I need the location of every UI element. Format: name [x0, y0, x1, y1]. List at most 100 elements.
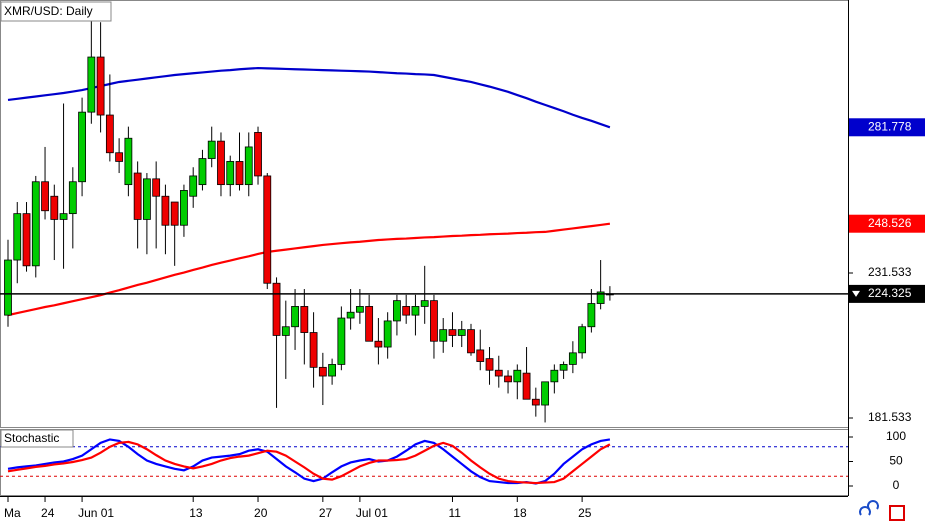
link-icon[interactable]: [859, 500, 879, 516]
chart-title: XMR/USD: Daily: [4, 4, 93, 18]
candle-body: [217, 140, 225, 186]
candle-body: [522, 372, 531, 400]
candle-body: [309, 332, 318, 368]
candle-body: [87, 56, 96, 113]
line-series: [7, 438, 611, 485]
candle-body: [68, 181, 77, 215]
candle-body: [198, 158, 207, 186]
candle-body: [420, 300, 429, 307]
candle-body: [393, 300, 401, 322]
stoch-title: Stochastic: [4, 431, 59, 445]
candle-body: [50, 195, 59, 220]
candle-body: [504, 375, 512, 383]
candle-body: [383, 320, 392, 348]
candle-body: [59, 213, 68, 220]
candle-body: [207, 140, 216, 159]
x-tick-label: 20: [254, 506, 268, 520]
x-tick-label: Jul 01: [356, 506, 388, 520]
candle-body: [291, 306, 299, 328]
candle-body: [439, 329, 448, 342]
last-price-box: [849, 284, 925, 303]
candle-body: [244, 146, 253, 186]
candle-body: [142, 178, 151, 220]
candle-body: [31, 181, 40, 267]
price-box: [849, 118, 925, 137]
y-tick-label: 100: [886, 429, 906, 443]
candle-body: [13, 213, 22, 261]
candle-body: [180, 190, 188, 226]
last-price-label: 224.325: [868, 286, 912, 300]
candle-body: [568, 352, 577, 365]
candle-body: [365, 306, 374, 342]
y-tick-label: 50: [889, 454, 903, 468]
candle-body: [513, 369, 522, 383]
candle-body: [494, 369, 503, 377]
candle-body: [374, 340, 383, 348]
candle-body: [170, 201, 179, 226]
candle-body: [105, 114, 114, 154]
x-tick-label: 27: [319, 506, 333, 520]
candle-body: [226, 161, 235, 186]
candle-body: [254, 132, 262, 177]
candle-body: [281, 326, 290, 336]
candle-body: [448, 329, 457, 336]
line-series: [7, 440, 611, 485]
candle-body: [346, 311, 355, 319]
x-tick-label: 11: [448, 506, 461, 520]
candle-body: [541, 381, 549, 406]
candle-body: [152, 178, 161, 197]
toolbar-icons[interactable]: [859, 500, 905, 521]
x-tick-label: 25: [578, 506, 592, 520]
candle-body: [402, 306, 411, 316]
candle-body: [272, 282, 281, 336]
stoch-title-box: [0, 429, 74, 448]
candle-body: [161, 195, 170, 226]
y-tick-label: 181.533: [868, 410, 912, 424]
candle-body: [485, 358, 494, 371]
candle-body: [355, 306, 364, 313]
candle-body: [411, 306, 420, 316]
candle-body: [578, 326, 587, 354]
candle-body: [328, 364, 337, 377]
candle-body: [467, 329, 475, 354]
last-price-marker: [852, 290, 860, 297]
x-tick-label: Jun 01: [78, 506, 114, 520]
line-series: [7, 66, 611, 129]
candle-body: [596, 291, 605, 304]
candle-body: [22, 213, 31, 267]
x-tick-label: 18: [513, 506, 527, 520]
candle-body: [457, 329, 466, 336]
x-tick-label: 24: [41, 506, 55, 520]
price-label: 281.778: [868, 119, 912, 133]
candle-body: [124, 137, 133, 186]
candle-body: [318, 366, 327, 377]
candle-body: [133, 172, 142, 220]
plot: Ma 24 Jun 01 13 20 27 Jul 01 11 18 25 181.533 231.5…: [0, 10, 925, 520]
candle-body: [189, 175, 198, 197]
candle-body: [300, 306, 309, 333]
x-tick-label: Ma: [4, 506, 21, 520]
candle-body: [430, 300, 438, 342]
candle-body: [559, 364, 568, 371]
close-icon[interactable]: [889, 505, 905, 521]
price-box: [849, 214, 925, 233]
y-tick-label: 0: [893, 478, 900, 492]
candle-body: [476, 349, 485, 362]
candle-body: [337, 317, 346, 365]
candle-body: [235, 161, 244, 186]
candle-body: [115, 152, 124, 162]
candle-body: [531, 398, 540, 406]
candle-body: [263, 175, 272, 284]
line-series: [7, 222, 611, 317]
x-tick-label: 13: [189, 506, 203, 520]
y-tick-label: 231.533: [868, 265, 912, 279]
candle-body: [587, 303, 596, 328]
candle-body: [41, 181, 49, 212]
title-box: [0, 1, 112, 22]
candle-body: [96, 56, 105, 116]
candle-body: [4, 259, 12, 316]
price-label: 248.526: [868, 216, 912, 230]
candle-body: [550, 369, 559, 383]
